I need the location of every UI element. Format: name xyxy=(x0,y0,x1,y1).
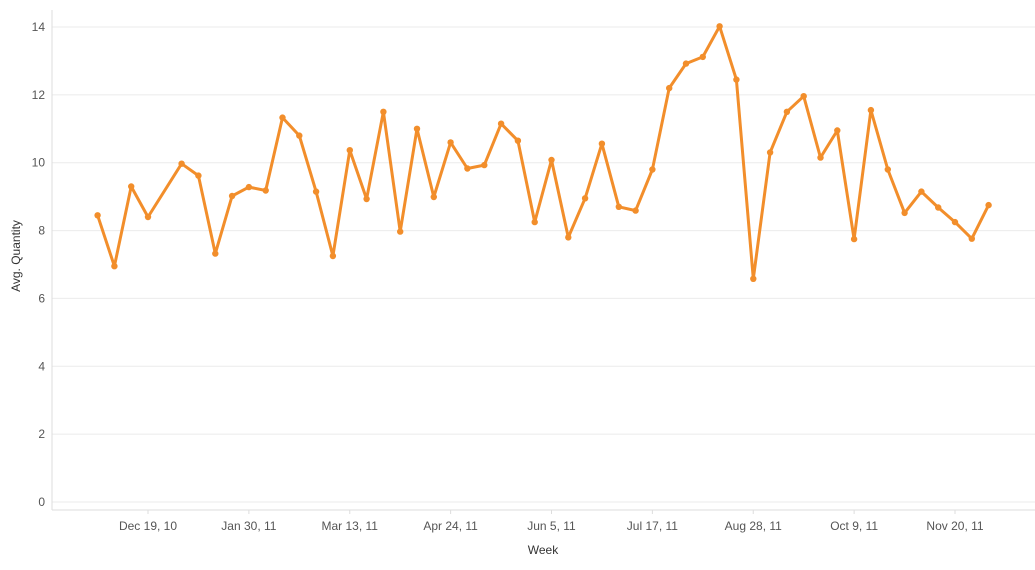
x-axis-title: Week xyxy=(528,543,559,557)
data-point[interactable] xyxy=(632,207,639,214)
data-point[interactable] xyxy=(94,212,101,219)
data-point[interactable] xyxy=(548,156,555,164)
x-tick-label: Oct 9, 11 xyxy=(830,519,878,533)
data-point[interactable] xyxy=(380,108,387,116)
y-axis-title: Avg. Quantity xyxy=(9,220,23,292)
x-tick-label: Jan 30, 11 xyxy=(221,519,276,533)
x-tick-label: Dec 19, 10 xyxy=(119,519,177,533)
data-point[interactable] xyxy=(884,166,891,173)
data-point[interactable] xyxy=(531,218,538,226)
y-tick-label: 12 xyxy=(32,88,46,102)
data-point[interactable] xyxy=(733,76,740,83)
y-tick-label: 10 xyxy=(32,156,46,170)
data-point[interactable] xyxy=(464,165,471,172)
data-point[interactable] xyxy=(968,235,975,242)
y-tick-label: 8 xyxy=(38,224,45,238)
data-point[interactable] xyxy=(699,53,706,61)
data-point[interactable] xyxy=(144,213,152,221)
data-point[interactable] xyxy=(666,84,673,92)
axes xyxy=(51,10,1035,511)
y-tick-label: 4 xyxy=(38,359,45,373)
data-point[interactable] xyxy=(346,147,353,154)
data-point[interactable] xyxy=(296,132,303,139)
data-point[interactable] xyxy=(178,160,185,167)
x-tick-label: Apr 24, 11 xyxy=(423,519,478,533)
data-point[interactable] xyxy=(901,209,908,217)
data-point[interactable] xyxy=(682,60,690,67)
data-point[interactable] xyxy=(481,161,488,169)
data-point[interactable] xyxy=(598,140,606,147)
data-point[interactable] xyxy=(985,201,992,209)
data-point[interactable] xyxy=(195,172,202,179)
data-point[interactable] xyxy=(615,203,622,210)
y-tick-label: 6 xyxy=(38,291,45,305)
data-point[interactable] xyxy=(212,250,219,257)
data-point[interactable] xyxy=(312,188,320,195)
data-point[interactable] xyxy=(834,127,841,134)
data-point[interactable] xyxy=(363,195,370,203)
x-tick-label: Nov 20, 11 xyxy=(926,519,983,533)
data-point[interactable] xyxy=(649,166,656,173)
data-point[interactable] xyxy=(935,204,942,211)
x-axis-ticks: Dec 19, 10 Jan 30, 11 Mar 13, 11 Apr 24, 11… xyxy=(119,510,984,533)
data-point[interactable] xyxy=(951,218,959,226)
data-point[interactable] xyxy=(581,195,589,202)
x-tick-label: Aug 28, 11 xyxy=(725,519,782,533)
y-tick-label: 14 xyxy=(32,20,46,34)
data-point[interactable] xyxy=(262,187,269,194)
data-point[interactable] xyxy=(111,263,118,270)
data-point[interactable] xyxy=(783,108,791,116)
data-point[interactable] xyxy=(329,252,337,260)
x-tick-label: Mar 13, 11 xyxy=(322,519,379,533)
data-point[interactable] xyxy=(279,114,286,121)
gridlines xyxy=(52,26,1035,503)
data-point[interactable] xyxy=(850,235,858,243)
data-point[interactable] xyxy=(128,183,135,190)
data-point[interactable] xyxy=(565,234,572,241)
data-point[interactable] xyxy=(918,188,925,195)
data-point[interactable] xyxy=(867,106,875,114)
x-tick-label: Jul 17, 11 xyxy=(627,519,678,533)
y-tick-label: 2 xyxy=(38,427,45,441)
data-point[interactable] xyxy=(447,139,454,146)
data-point[interactable] xyxy=(497,120,505,127)
data-point[interactable] xyxy=(413,125,421,132)
data-point[interactable] xyxy=(716,23,723,30)
data-point[interactable] xyxy=(228,192,236,200)
x-tick-label: Jun 5, 11 xyxy=(527,519,576,533)
data-point[interactable] xyxy=(514,137,522,144)
series-avg-quantity xyxy=(94,23,992,282)
data-point[interactable] xyxy=(245,183,253,191)
data-point[interactable] xyxy=(750,275,757,282)
data-point[interactable] xyxy=(430,193,437,201)
data-point[interactable] xyxy=(800,93,807,100)
y-tick-label: 0 xyxy=(38,495,45,509)
data-point[interactable] xyxy=(817,154,824,161)
y-axis-ticks: 0 2 4 6 8 10 12 14 xyxy=(32,20,46,509)
data-point[interactable] xyxy=(397,228,404,235)
data-point[interactable] xyxy=(766,149,774,156)
